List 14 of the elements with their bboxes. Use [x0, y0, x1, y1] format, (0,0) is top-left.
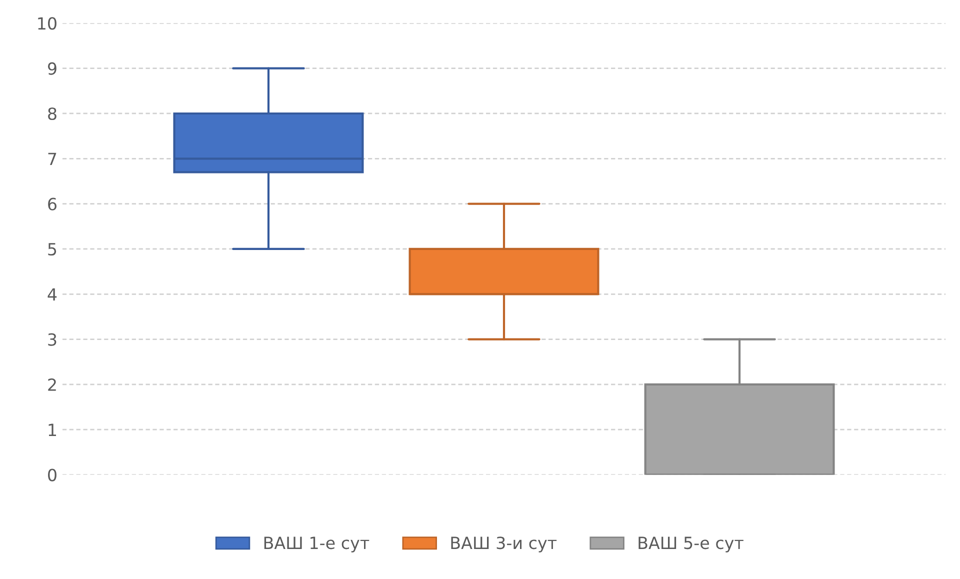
y-tick-label: 9	[48, 62, 56, 75]
y-tick-label: 2	[48, 378, 56, 391]
y-tick-label: 5	[48, 243, 56, 256]
y-tick-label: 8	[48, 107, 56, 120]
legend-label: ВАШ 1-е сут	[264, 536, 370, 552]
y-tick-label: 6	[48, 198, 56, 210]
y-tick-label: 0	[48, 468, 56, 482]
y-tick-label: 7	[48, 152, 56, 165]
legend-label: ВАШ 3-и сут	[451, 536, 557, 552]
legend-label: ВАШ 5-е сут	[638, 536, 744, 552]
y-tick-label: 1	[48, 424, 56, 436]
y-tick-label: 10	[38, 17, 56, 30]
y-tick-label: 3	[48, 333, 56, 346]
y-tick-label: 4	[48, 288, 57, 300]
